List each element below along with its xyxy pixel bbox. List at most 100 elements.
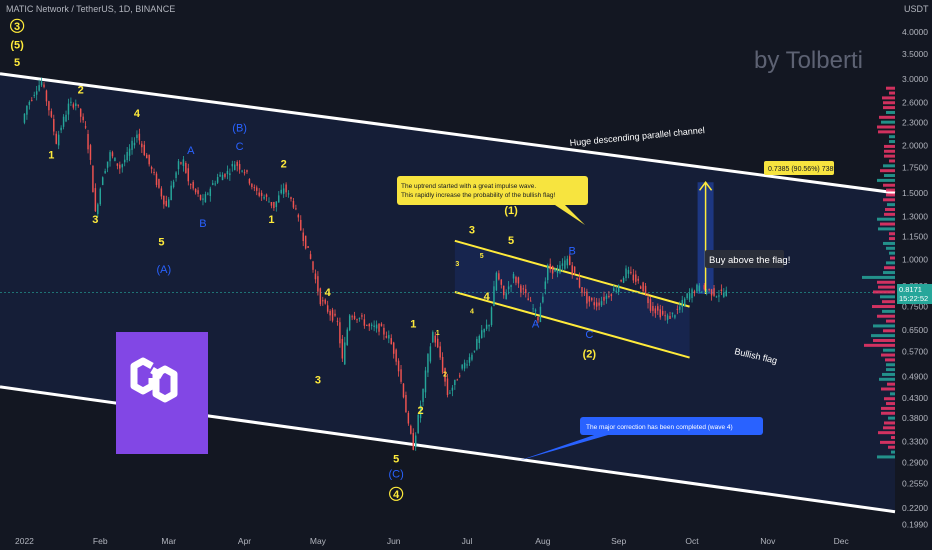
volume-bar — [889, 140, 895, 144]
candle-body — [361, 315, 363, 317]
candle-body — [591, 297, 593, 301]
y-tick-label: 1.5000 — [902, 188, 928, 198]
candle-body — [344, 342, 346, 365]
correction-note: The major correction has been completed … — [586, 424, 733, 431]
candle-body — [207, 193, 209, 195]
candle-body — [236, 161, 238, 166]
candle-body — [686, 293, 688, 299]
candle-body — [324, 299, 326, 304]
wave-label: (C) — [389, 468, 404, 480]
correction-note-box: The major correction has been completed … — [518, 417, 763, 461]
candle-body — [385, 336, 388, 338]
wave-label-circle — [389, 486, 404, 501]
candle-body — [654, 308, 657, 314]
candle-body — [407, 412, 410, 424]
candle-body — [148, 154, 150, 165]
candle-body — [510, 285, 512, 287]
candle-body — [512, 274, 515, 279]
volume-bar — [879, 115, 895, 119]
candle-body — [422, 388, 424, 402]
candle-body — [696, 284, 698, 292]
volume-bar — [883, 164, 895, 168]
candle-body — [165, 200, 168, 207]
candle-body — [273, 202, 275, 209]
candle-body — [625, 268, 627, 279]
wave-label: 4 — [393, 489, 400, 501]
candle-body — [263, 196, 265, 199]
candle-body — [190, 184, 192, 186]
wave-label: 5 — [508, 235, 514, 247]
candle-body — [197, 190, 199, 194]
candle-body — [199, 194, 202, 200]
volume-bar — [890, 256, 895, 260]
candle-body — [456, 379, 459, 381]
candle-body — [703, 285, 705, 290]
volume-bar — [877, 178, 895, 182]
candle-body — [358, 317, 361, 319]
candle-body — [547, 265, 549, 281]
volume-bar — [884, 266, 895, 270]
candle-body — [97, 204, 99, 214]
candle-body — [270, 201, 273, 206]
candle-body — [410, 425, 412, 434]
candle-body — [551, 265, 554, 274]
candle-body — [617, 285, 620, 293]
volume-bar — [879, 377, 895, 381]
candle-body — [598, 302, 600, 306]
buy-note-box: Buy above the flag! — [705, 250, 790, 268]
volume-bar — [883, 106, 895, 110]
volume-bar — [880, 169, 895, 173]
candle-body — [26, 105, 28, 115]
volume-bar — [887, 203, 895, 207]
volume-bar — [889, 159, 895, 163]
y-tick-label: 0.1990 — [902, 519, 928, 529]
volume-bar — [877, 280, 895, 284]
candle-body — [483, 328, 485, 333]
candle-body — [275, 201, 278, 208]
candle-body — [177, 161, 180, 170]
candle-body — [221, 174, 224, 181]
candle-body — [226, 170, 229, 175]
volume-bar — [881, 406, 895, 410]
candle-body — [715, 296, 718, 298]
candle-body — [187, 168, 190, 182]
volume-bar — [883, 183, 895, 187]
candle-body — [234, 164, 236, 171]
volume-bar — [883, 329, 895, 333]
wave-label: B — [569, 246, 576, 258]
candle-body — [138, 133, 141, 141]
candle-body — [72, 104, 75, 108]
volume-bar — [886, 110, 895, 114]
candle-body — [67, 103, 70, 115]
wave-label: (B) — [232, 122, 247, 134]
candle-body — [630, 271, 632, 274]
volume-bar — [877, 125, 895, 129]
impulse-note-box: The uptrend started with a great impulse… — [397, 176, 588, 225]
volume-bar — [884, 397, 895, 401]
wave-label: 1 — [436, 330, 440, 337]
volume-bar — [878, 431, 895, 435]
candle-body — [639, 286, 642, 289]
volume-bar — [877, 217, 895, 221]
y-tick-label: 2.3000 — [902, 118, 928, 128]
volume-bar — [880, 222, 895, 226]
candle-body — [265, 194, 268, 197]
candle-body — [92, 165, 94, 193]
candle-body — [581, 287, 583, 293]
candle-body — [539, 306, 542, 323]
y-tick-label: 2.6000 — [902, 98, 928, 108]
candle-body — [659, 309, 661, 318]
volume-bar — [881, 387, 895, 391]
candle-body — [698, 285, 701, 291]
wave-label: 4 — [325, 287, 332, 299]
candle-body — [75, 103, 77, 106]
candle-body — [505, 293, 507, 300]
candle-body — [436, 338, 439, 348]
volume-bar — [889, 135, 895, 139]
wave-label: (A) — [157, 264, 172, 276]
wave-label: 4 — [134, 108, 141, 120]
candle-body — [683, 298, 686, 307]
wave-label: A — [532, 319, 540, 331]
candle-body — [493, 286, 495, 307]
candle-body — [153, 171, 155, 173]
